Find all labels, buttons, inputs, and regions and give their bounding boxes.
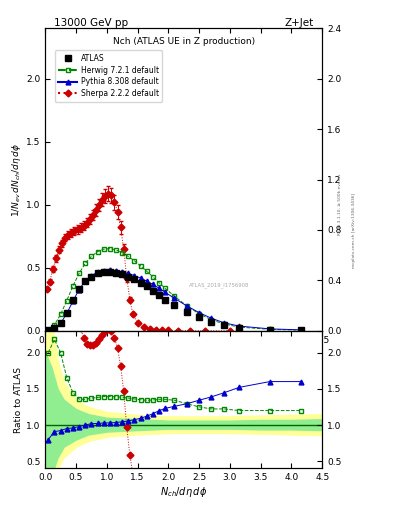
Legend: ATLAS, Herwig 7.2.1 default, Pythia 8.308 default, Sherpa 2.2.2 default: ATLAS, Herwig 7.2.1 default, Pythia 8.30… (55, 50, 162, 102)
Text: ATLAS_2019_I1756908: ATLAS_2019_I1756908 (189, 283, 250, 288)
X-axis label: $N_{ch}/d\eta\,d\phi$: $N_{ch}/d\eta\,d\phi$ (160, 485, 208, 499)
Text: Z+Jet: Z+Jet (285, 18, 314, 28)
Text: 13000 GeV pp: 13000 GeV pp (53, 18, 128, 28)
Text: mcplots.cern.ch [arXiv:1306.3436]: mcplots.cern.ch [arXiv:1306.3436] (352, 193, 356, 268)
Text: Nch (ATLAS UE in Z production): Nch (ATLAS UE in Z production) (113, 37, 255, 46)
Text: Rivet 3.1.10, ≥ 500k events: Rivet 3.1.10, ≥ 500k events (338, 174, 342, 236)
Y-axis label: $1/N_{ev}\,dN_{ch}/d\eta\,d\phi$: $1/N_{ev}\,dN_{ch}/d\eta\,d\phi$ (10, 142, 23, 217)
Y-axis label: Ratio to ATLAS: Ratio to ATLAS (14, 367, 23, 433)
